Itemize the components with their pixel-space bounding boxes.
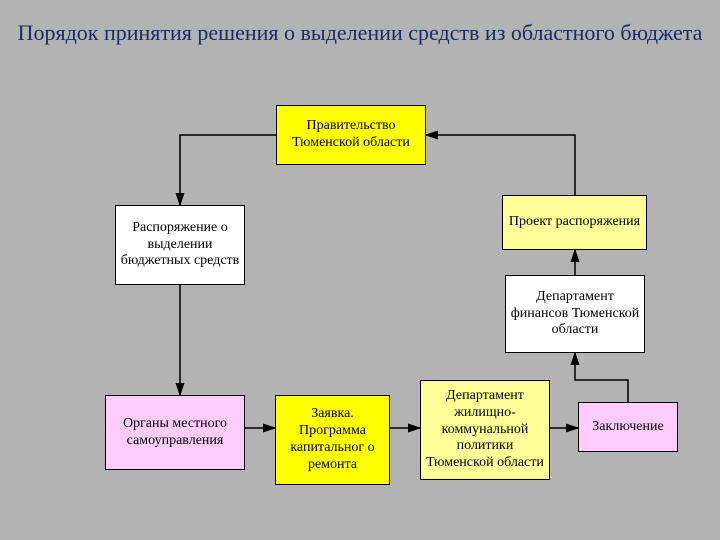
- node-dep-housing: Департамент жилищно- коммунальной полити…: [420, 380, 550, 480]
- node-project: Проект распоряжения: [502, 195, 647, 250]
- node-application: Заявка. Программа капитальног о ремонта: [275, 395, 390, 485]
- node-local-gov: Органы местного самоуправления: [105, 395, 245, 470]
- node-label: Департамент жилищно- коммунальной полити…: [425, 388, 545, 472]
- node-dep-finance: Департамент финансов Тюменской области: [505, 275, 645, 353]
- node-order: Распоряжение о выделении бюджетных средс…: [115, 205, 245, 285]
- node-label: Проект распоряжения: [509, 214, 640, 231]
- node-label: Правительство Тюменской области: [281, 118, 421, 152]
- page-title: Порядок принятия решения о выделении сре…: [0, 20, 720, 46]
- node-label: Органы местного самоуправления: [110, 416, 240, 450]
- node-conclusion: Заключение: [578, 402, 678, 452]
- node-government: Правительство Тюменской области: [276, 105, 426, 165]
- node-label: Заключение: [592, 419, 663, 436]
- node-label: Заявка. Программа капитальног о ремонта: [280, 406, 385, 473]
- node-label: Распоряжение о выделении бюджетных средс…: [120, 220, 240, 270]
- node-label: Департамент финансов Тюменской области: [510, 289, 640, 339]
